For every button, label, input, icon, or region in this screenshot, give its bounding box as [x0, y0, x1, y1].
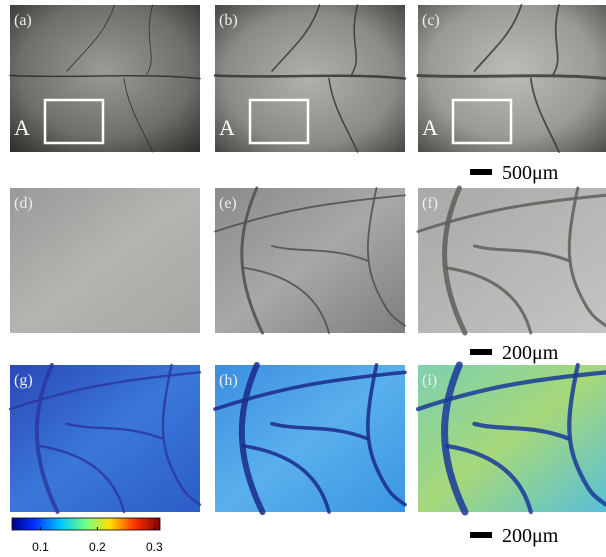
image-panel — [10, 188, 200, 333]
inset-label: A — [219, 115, 235, 140]
image-panel — [10, 5, 200, 152]
scale-bar-label: 500μm — [502, 162, 559, 184]
scale-bar — [470, 532, 492, 538]
colorbar-tick-label: 0.2 — [89, 540, 106, 554]
scale-bar — [470, 169, 492, 175]
colorbar-tick-label: 0.1 — [32, 540, 49, 554]
panel-label: (g) — [14, 372, 33, 389]
panel-label: (a) — [14, 12, 32, 29]
scale-bar-label: 200μm — [502, 342, 559, 364]
scale-bar-label: 200μm — [502, 525, 559, 547]
scale-bar — [470, 349, 492, 355]
inset-label: A — [14, 115, 30, 140]
inset-label: A — [422, 115, 438, 140]
panel-label: (f) — [422, 195, 438, 212]
panel-label: (d) — [14, 195, 33, 212]
panel-label: (i) — [422, 372, 437, 389]
colorbar-tick-label: 0.3 — [146, 540, 163, 554]
panel-label: (e) — [219, 195, 237, 212]
panel-label: (b) — [219, 12, 238, 29]
colorbar — [12, 518, 160, 530]
panel-label: (h) — [219, 372, 238, 389]
figure: (a) A (b) A (c) A (d) (e) (f) (g) (h) (i) 500μm 200μm… — [0, 0, 606, 557]
panel-label: (c) — [422, 12, 440, 29]
